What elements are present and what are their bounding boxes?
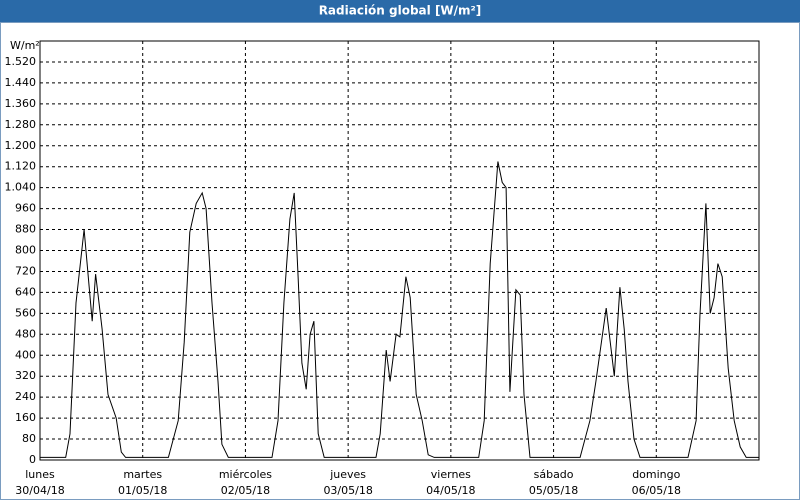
title-bar: [0, 0, 800, 22]
y-tick-label: 480: [15, 327, 36, 340]
radiation-line: [40, 161, 759, 458]
y-tick-label: 80: [22, 432, 36, 445]
y-tick-label: 1.520: [5, 55, 37, 68]
y-tick-label: 160: [15, 411, 36, 424]
y-tick-label: 320: [15, 369, 36, 382]
y-tick-label: 720: [15, 264, 36, 277]
x-tick-label: lunes: [25, 468, 55, 481]
y-tick-label: 0: [29, 453, 36, 466]
x-tick-date: 01/05/18: [118, 484, 167, 497]
y-tick-label: 1.040: [5, 181, 37, 194]
x-tick-label: domingo: [632, 468, 680, 481]
x-tick-label: miércoles: [219, 468, 272, 481]
y-tick-label: 1.360: [5, 97, 37, 110]
y-tick-label: 1.120: [5, 160, 37, 173]
y-tick-label: 960: [15, 202, 36, 215]
y-tick-label: 1.440: [5, 76, 37, 89]
x-tick-date: 02/05/18: [221, 484, 270, 497]
x-tick-date: 30/04/18: [15, 484, 64, 497]
chart-title: Radiación global [W/m²]: [319, 4, 482, 18]
y-tick-label: 1.200: [5, 139, 37, 152]
y-tick-label: 240: [15, 390, 36, 403]
x-tick-date: 05/05/18: [529, 484, 578, 497]
x-tick-date: 06/05/18: [632, 484, 681, 497]
x-tick-label: viernes: [431, 468, 471, 481]
x-tick-date: 03/05/18: [323, 484, 372, 497]
x-tick-date: 04/05/18: [426, 484, 475, 497]
x-tick-label: sábado: [534, 468, 574, 481]
y-tick-label: 880: [15, 223, 36, 236]
x-tick-label: jueves: [329, 468, 366, 481]
y-axis-label: W/m²: [10, 39, 40, 52]
y-tick-label: 560: [15, 306, 36, 319]
frame: [0, 22, 800, 500]
y-tick-label: 400: [15, 348, 36, 361]
y-tick-label: 640: [15, 285, 36, 298]
x-tick-label: martes: [123, 468, 162, 481]
y-tick-label: 1.280: [5, 118, 37, 131]
y-tick-label: 800: [15, 244, 36, 257]
plot-border: [39, 40, 760, 461]
